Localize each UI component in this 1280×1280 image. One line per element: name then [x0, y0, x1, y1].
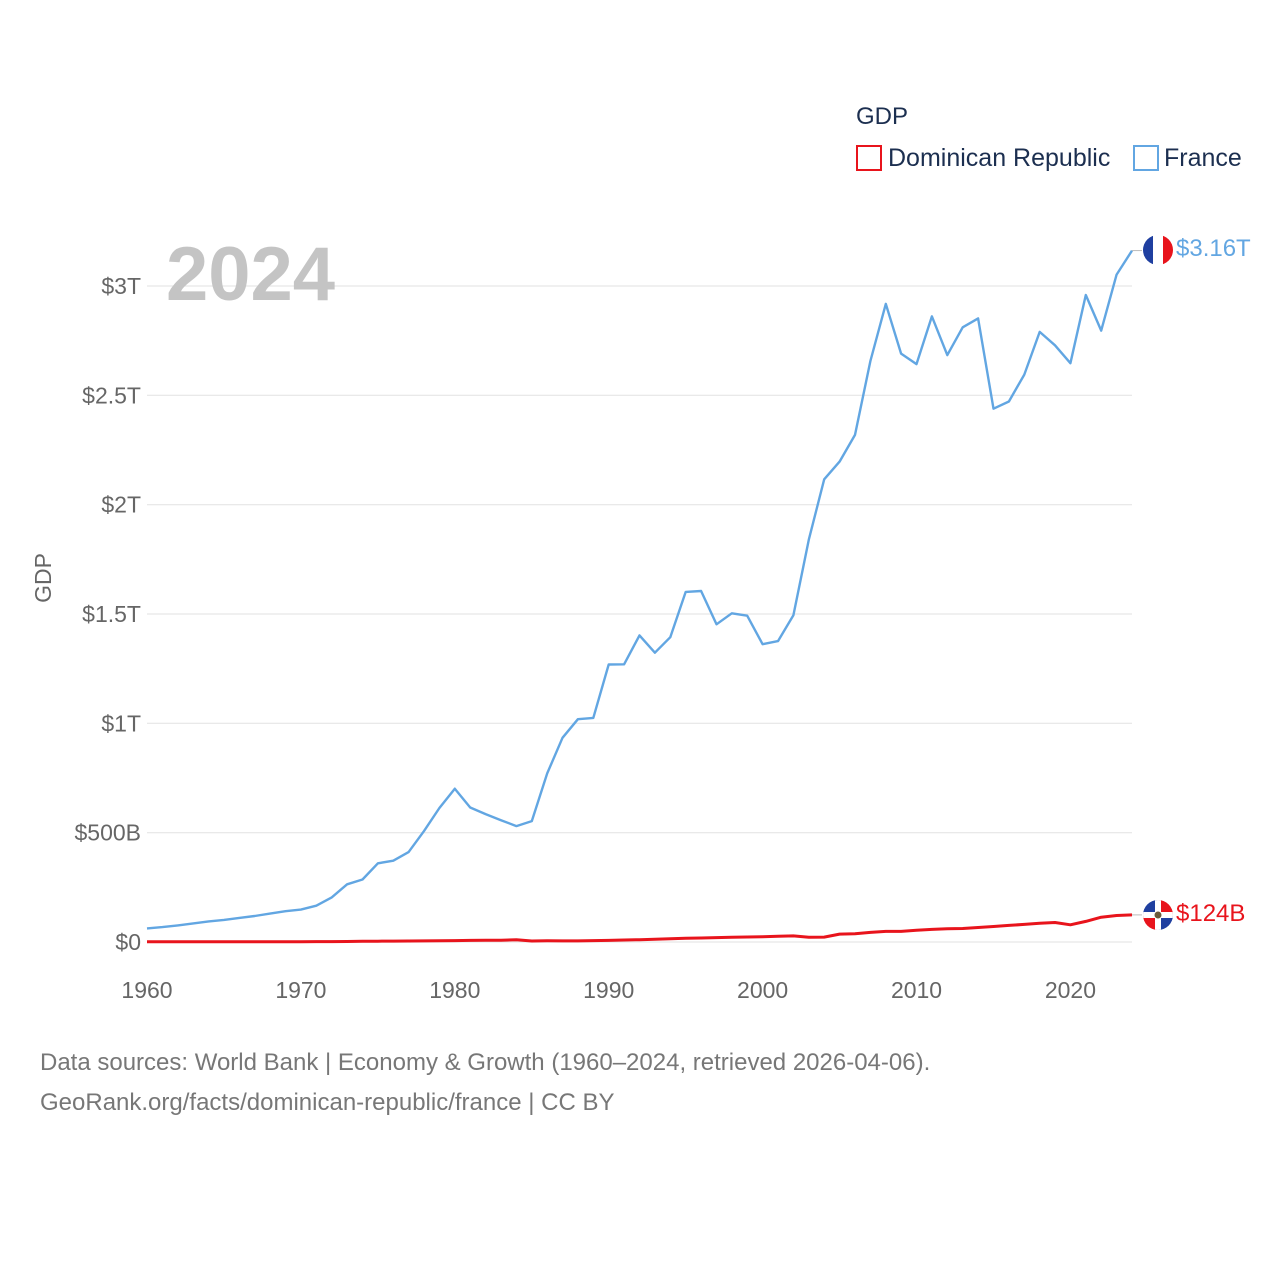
y-tick-label: $2T — [101, 492, 141, 518]
legend-item-france[interactable]: France — [1133, 144, 1242, 172]
source-line: Data sources: World Bank | Economy & Gro… — [40, 1049, 931, 1076]
france-flag-icon — [1143, 235, 1173, 265]
legend-swatch-france — [1133, 145, 1159, 171]
x-tick-label: 1960 — [121, 977, 172, 1003]
series-end-markers: $3.16T $124B — [1143, 235, 1251, 930]
y-axis-ticks: $0 $500B $1T $1.5T $2T $2.5T $3T — [74, 273, 141, 955]
legend-label-dominican-republic: Dominican Republic — [888, 144, 1110, 172]
y-tick-label: $500B — [74, 820, 141, 846]
series-line-dominican-republic[interactable] — [147, 913, 1133, 944]
gridlines — [147, 285, 1132, 943]
series-lines — [146, 249, 1142, 944]
y-tick-label: $0 — [115, 929, 141, 955]
legend-label-france: France — [1164, 144, 1242, 172]
data-source-footer: Data sources: World Bank | Economy & Gro… — [40, 1043, 930, 1123]
x-tick-label: 2010 — [891, 977, 942, 1003]
dominican-republic-end-label: $124B — [1176, 900, 1245, 927]
y-axis-label: GDP — [30, 553, 56, 603]
x-axis-ticks: 1960 1970 1980 1990 2000 2010 2020 — [121, 977, 1096, 1003]
legend-swatch-dominican-republic — [856, 145, 882, 171]
dominican-republic-flag-icon — [1143, 900, 1173, 930]
y-tick-label: $1.5T — [82, 601, 141, 627]
france-end-label: $3.16T — [1176, 235, 1251, 262]
x-tick-label: 1990 — [583, 977, 634, 1003]
x-tick-label: 1980 — [429, 977, 480, 1003]
legend: GDP Dominican Republic France — [856, 103, 1242, 172]
year-label: 2024 — [166, 232, 335, 317]
y-tick-label: $1T — [101, 710, 141, 736]
y-tick-label: $3T — [101, 273, 141, 299]
x-tick-label: 2000 — [737, 977, 788, 1003]
legend-item-dominican-republic[interactable]: Dominican Republic — [856, 144, 1110, 172]
legend-title: GDP — [856, 103, 908, 130]
x-tick-label: 1970 — [275, 977, 326, 1003]
x-tick-label: 2020 — [1045, 977, 1096, 1003]
source-url-line[interactable]: GeoRank.org/facts/dominican-republic/fra… — [40, 1089, 615, 1116]
y-tick-label: $2.5T — [82, 382, 141, 408]
series-line-france[interactable] — [146, 249, 1134, 930]
